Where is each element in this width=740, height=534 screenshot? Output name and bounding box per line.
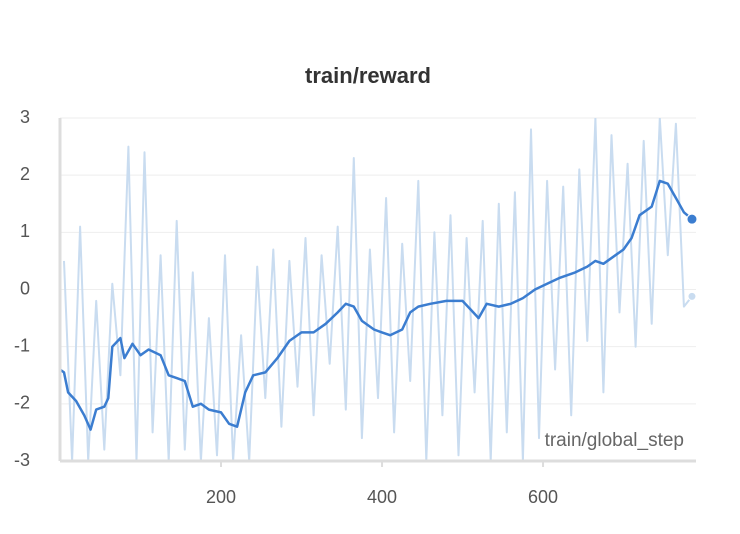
raw-line [63, 118, 693, 461]
y-tick-label: -3 [14, 450, 30, 470]
y-tick-label: 1 [20, 221, 30, 241]
x-tick-label: 600 [528, 487, 558, 507]
y-tick-label: 0 [20, 278, 30, 298]
y-tick-label: -1 [14, 335, 30, 355]
x-tick-label: 200 [206, 487, 236, 507]
end-dot [687, 291, 697, 301]
end-dot [686, 213, 698, 225]
x-axis-label: train/global_step [545, 430, 684, 451]
y-tick-label: -2 [14, 393, 30, 413]
y-tick-label: 3 [20, 107, 30, 127]
chart-title: train/reward [305, 63, 431, 88]
y-tick-label: 2 [20, 164, 30, 184]
smoothed-line [60, 179, 693, 431]
x-tick-label: 400 [367, 487, 397, 507]
